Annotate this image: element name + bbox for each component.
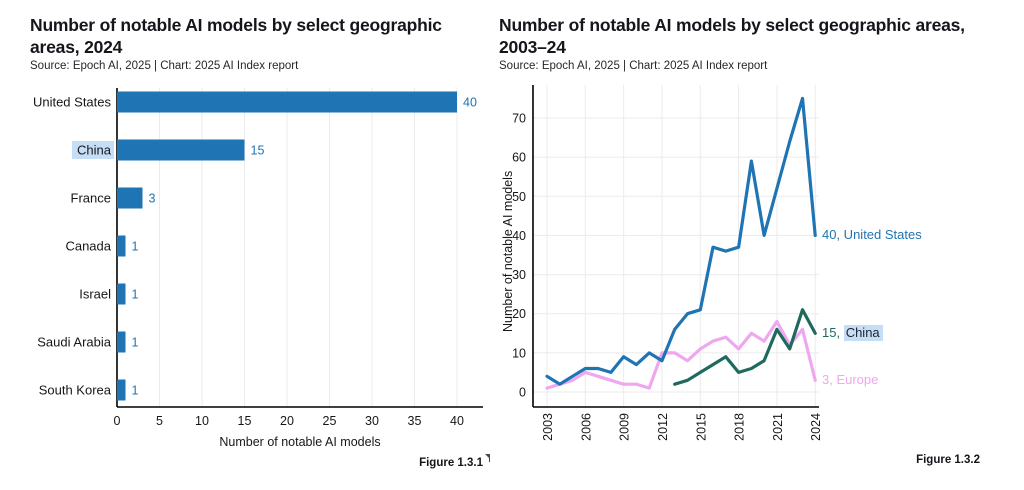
end-label-united-states: 40, United States — [822, 227, 922, 243]
category-label-saudi-arabia: Saudi Arabia — [37, 335, 111, 350]
end-label-prefix: 15, — [822, 325, 844, 341]
y-tick-label-0: 0 — [519, 386, 526, 400]
bar-value-china: 15 — [251, 144, 265, 158]
category-label-france: France — [71, 191, 111, 206]
y-tick-label-60: 60 — [512, 151, 526, 165]
bar-value-saudi-arabia: 1 — [132, 336, 139, 350]
y-tick-label-20: 20 — [512, 307, 526, 321]
x-tick-label-20: 20 — [280, 414, 294, 428]
y-tick-label-70: 70 — [512, 111, 526, 125]
bar-france — [117, 187, 143, 209]
bar-south-korea — [117, 379, 126, 401]
x-tick-label-2012: 2012 — [656, 413, 670, 441]
category-label-south-korea: South Korea — [39, 383, 112, 398]
category-label-china: China — [77, 143, 112, 158]
x-tick-label-40: 40 — [450, 414, 464, 428]
bar-chart-plot: 0 5 10 15 20 25 30 35 40 United States 40 China 15 Fr… — [33, 88, 483, 428]
x-tick-label-5: 5 — [156, 414, 163, 428]
line-series-europe — [545, 319, 817, 390]
x-tick-label-30: 30 — [365, 414, 379, 428]
category-highlight-china — [72, 141, 114, 159]
x-tick-label-10: 10 — [195, 414, 209, 428]
figure2-source: Source: Epoch AI, 2025 | Chart: 2025 AI … — [499, 60, 768, 72]
bar-china — [117, 139, 245, 161]
bar-canada — [117, 235, 126, 257]
bar-israel — [117, 283, 126, 305]
x-tick-label-2021: 2021 — [771, 413, 785, 441]
figure1-xaxis-title: Number of notable AI models — [219, 435, 381, 449]
x-tick-label-25: 25 — [323, 414, 337, 428]
bar-value-france: 3 — [149, 192, 156, 206]
y-tick-label-40: 40 — [512, 229, 526, 243]
end-label-europe: 3, Europe — [822, 372, 879, 388]
x-tick-label-2009: 2009 — [618, 413, 632, 441]
bar-saudi-arabia — [117, 331, 126, 353]
figure2-label-text: Figure 1.3.2 — [916, 454, 980, 466]
bar-value-canada: 1 — [132, 240, 139, 254]
line-series-united-states — [545, 96, 817, 386]
category-label-israel: Israel — [79, 287, 111, 302]
end-label-china: 15, China — [822, 324, 883, 342]
bar-value-israel: 1 — [132, 288, 139, 302]
line-series-china — [673, 308, 817, 386]
bar-value-united-states: 40 — [463, 96, 477, 110]
figure1-source: Source: Epoch AI, 2025 | Chart: 2025 AI … — [30, 60, 299, 72]
bar-value-south-korea: 1 — [132, 384, 139, 398]
x-tick-label-2006: 2006 — [579, 413, 593, 441]
category-label-united-states: United States — [33, 95, 112, 110]
y-tick-label-10: 10 — [512, 346, 526, 360]
category-label-canada: Canada — [65, 239, 111, 254]
line-chart-plot: 0 10 20 30 40 50 60 70 2003 2006 2009 2012 2015 2018 2… — [512, 85, 823, 441]
end-label-highlight: China — [843, 325, 883, 342]
figure2-title: Number of notable AI models by select ge… — [499, 15, 965, 58]
x-tick-label-15: 15 — [238, 414, 252, 428]
figure2-label: Figure 1.3.2 — [820, 454, 980, 466]
figure1-label: Figure 1.3.1 — [330, 454, 490, 469]
bar-united-states — [117, 91, 457, 113]
y-tick-label-50: 50 — [512, 190, 526, 204]
figure1-footnote-mark — [484, 454, 490, 462]
x-tick-label-0: 0 — [114, 414, 121, 428]
x-tick-label-2003: 2003 — [541, 413, 555, 441]
x-tick-label-2024: 2024 — [809, 413, 823, 441]
x-tick-label-35: 35 — [408, 414, 422, 428]
x-tick-label-2015: 2015 — [694, 413, 708, 441]
figure2-yaxis-title: Number of notable AI models — [501, 170, 515, 332]
y-tick-label-30: 30 — [512, 268, 526, 282]
figure1-title: Number of notable AI models by select ge… — [30, 15, 442, 58]
figure1-label-text: Figure 1.3.1 — [419, 457, 483, 469]
x-tick-label-2018: 2018 — [733, 413, 747, 441]
